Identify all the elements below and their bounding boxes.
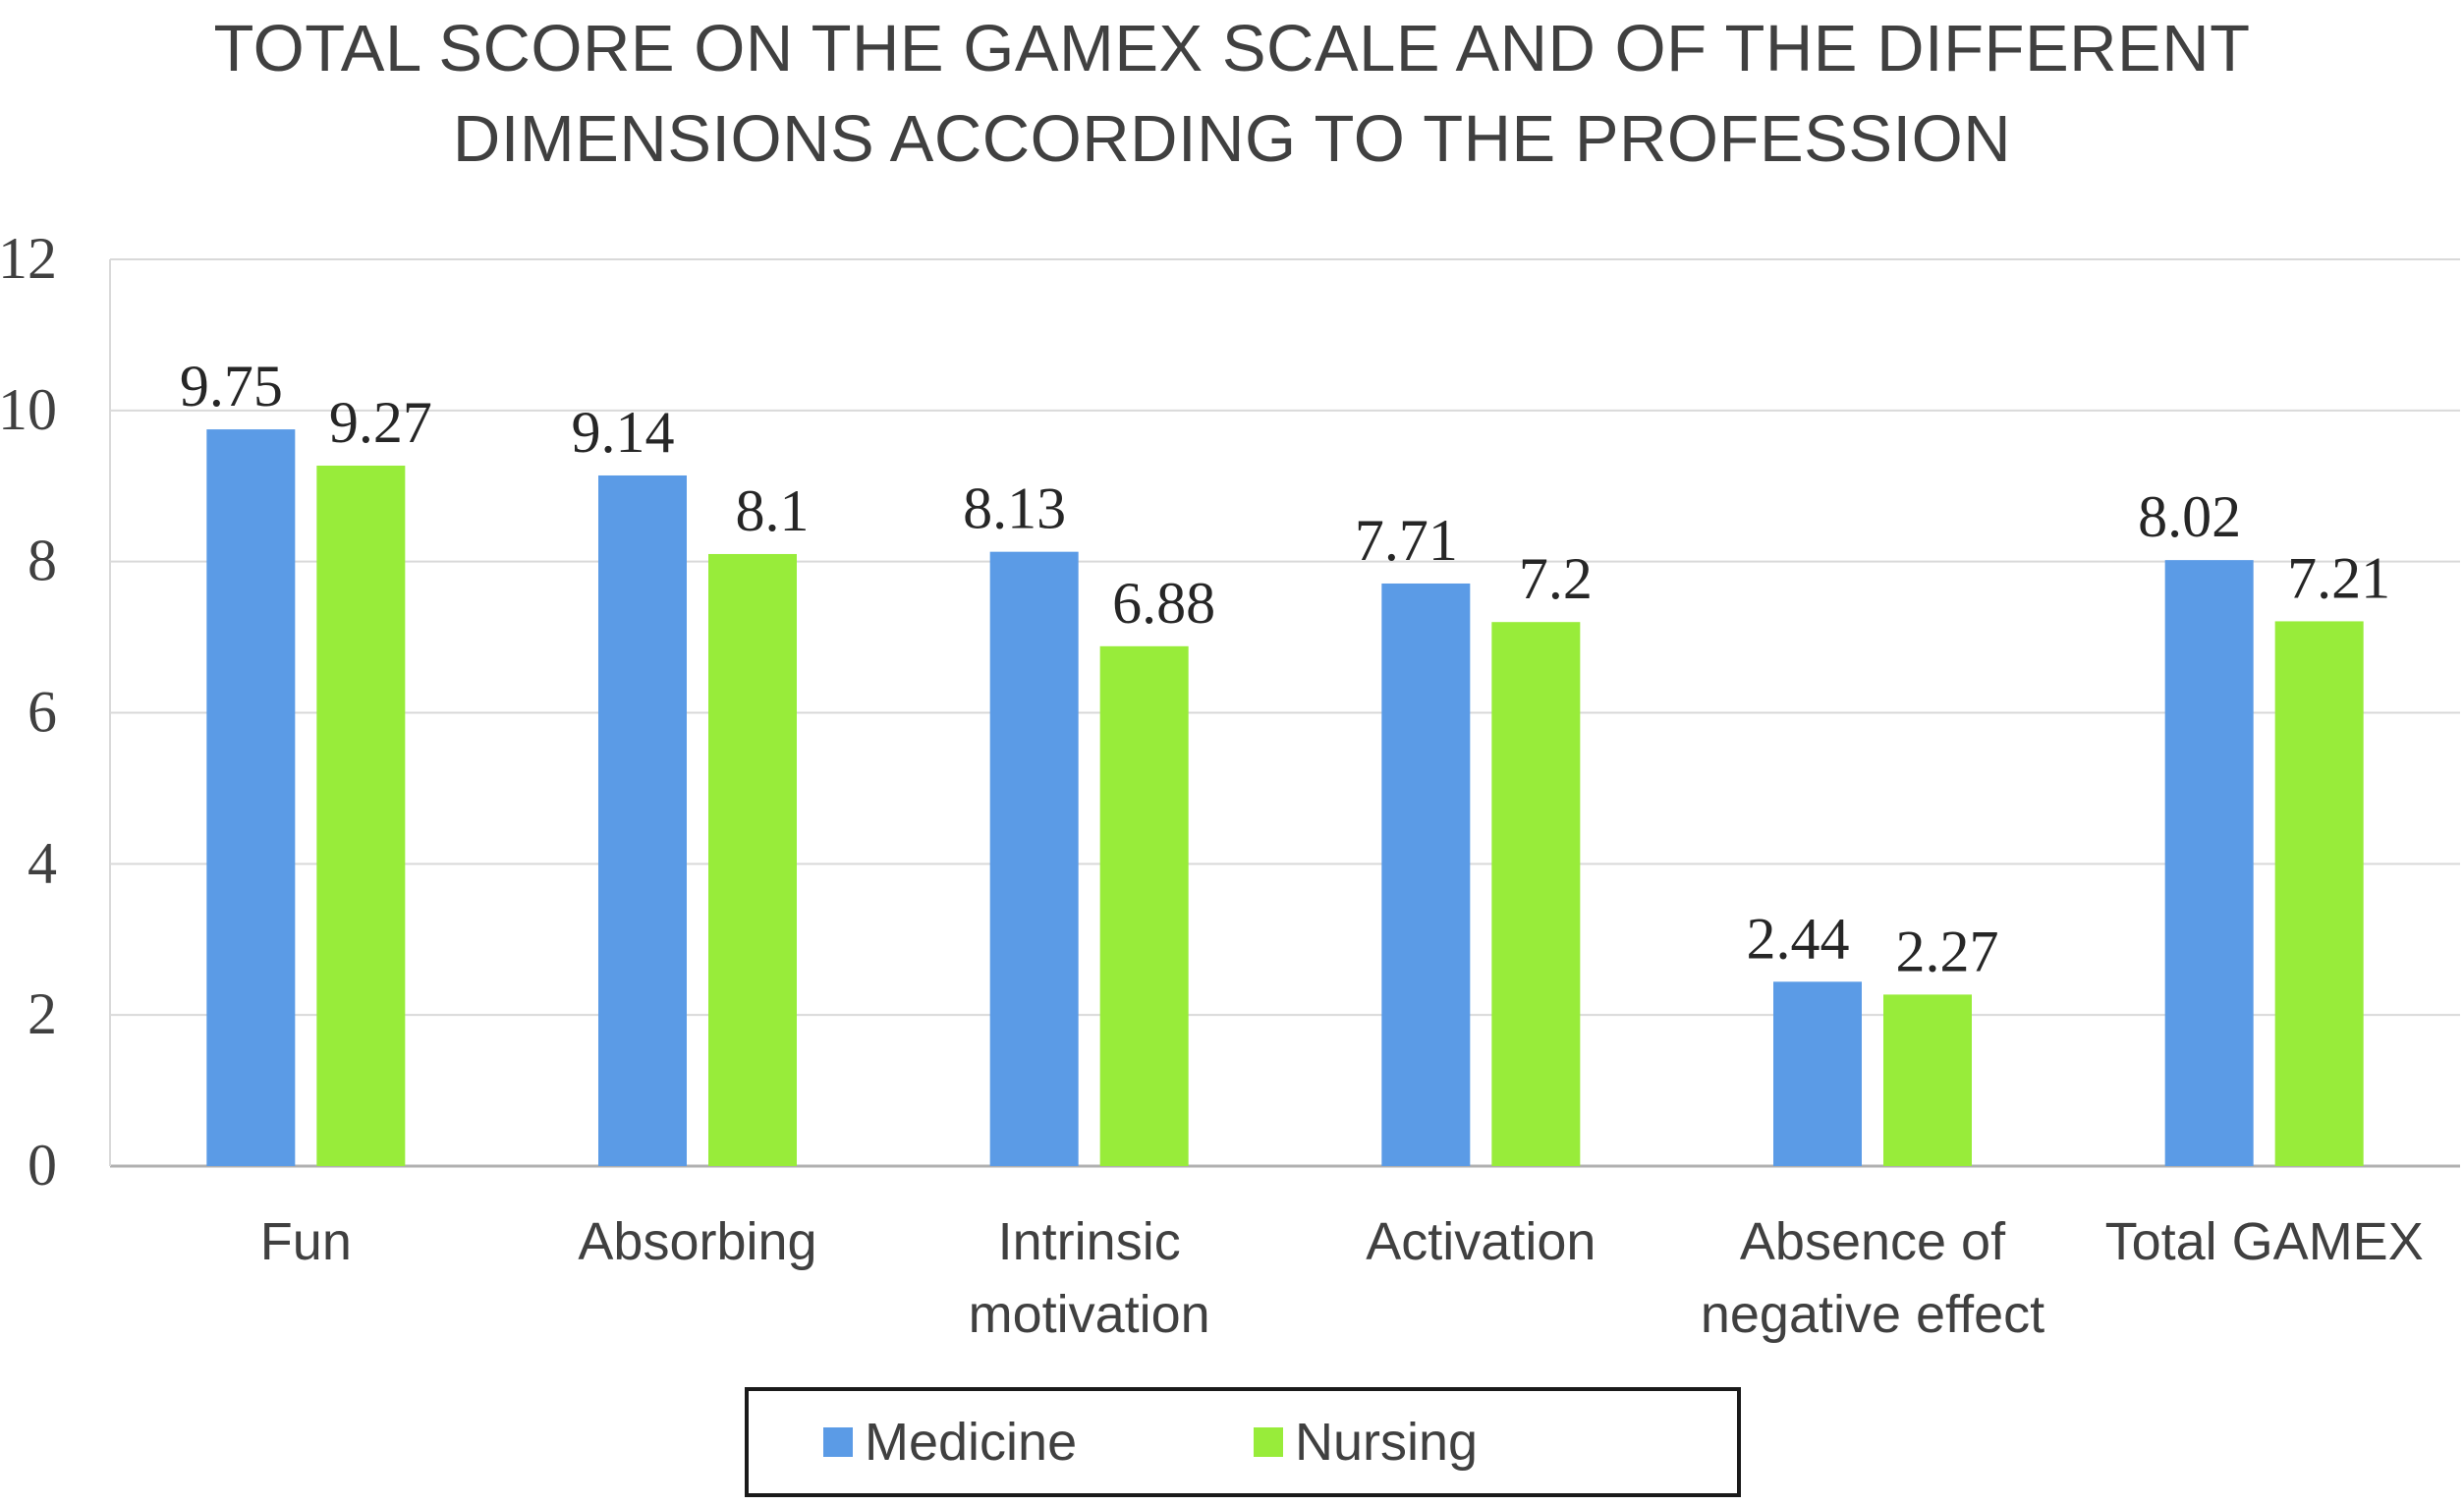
legend-label-nursing: Nursing <box>1295 1413 1479 1472</box>
chart-title-line-2: DIMENSIONS ACCORDING TO THE PROFESSION <box>452 102 2012 176</box>
y-tick-label: 4 <box>28 830 57 895</box>
y-tick-label: 0 <box>28 1133 57 1198</box>
data-label: 7.21 <box>2287 545 2390 610</box>
y-tick-label: 8 <box>28 529 57 593</box>
x-axis-ticks: Fun Absorbing Intrinsic motivation Activatio… <box>260 1212 2424 1344</box>
x-tick-label: Fun <box>260 1212 352 1271</box>
data-label: 8.1 <box>736 478 810 543</box>
legend-label-medicine: Medicine <box>865 1413 1078 1472</box>
bar-nursing-0 <box>316 465 406 1166</box>
bar-nursing-2 <box>1099 645 1189 1166</box>
y-tick-label: 6 <box>28 680 57 745</box>
legend-item-nursing: Nursing <box>1254 1391 1478 1493</box>
x-tick-label: motivation <box>969 1285 1210 1344</box>
bars <box>206 429 2364 1166</box>
y-tick-label: 2 <box>28 981 57 1046</box>
bar-medicine-1 <box>598 474 687 1166</box>
bar-medicine-2 <box>989 551 1079 1166</box>
x-tick-label: Total GAMEX <box>2105 1212 2424 1271</box>
bar-nursing-1 <box>708 553 797 1166</box>
bar-medicine-3 <box>1381 583 1471 1166</box>
chart-title: TOTAL SCORE ON THE GAMEX SCALE AND OF TH… <box>0 4 2464 185</box>
data-label: 9.75 <box>180 354 283 418</box>
bar-chart: 0 2 4 6 8 10 12 9.75 9.27 9.14 8.1 8.13 6.88 7.71 7.2… <box>0 226 2460 1344</box>
bar-medicine-4 <box>1773 981 1862 1166</box>
data-label: 7.71 <box>1355 508 1458 573</box>
x-tick-label: Intrinsic <box>998 1212 1181 1271</box>
data-label: 9.14 <box>572 400 675 465</box>
data-label: 6.88 <box>1112 571 1215 636</box>
data-label: 2.27 <box>1896 919 1999 983</box>
data-label: 7.2 <box>1519 546 1593 611</box>
chart-title-line-1: TOTAL SCORE ON THE GAMEX SCALE AND OF TH… <box>213 12 2251 85</box>
data-label: 2.44 <box>1747 906 1850 971</box>
data-labels: 9.75 9.27 9.14 8.1 8.13 6.88 7.71 7.2 2.44 2.27 8.… <box>180 354 2390 983</box>
legend: Medicine Nursing <box>745 1387 1741 1497</box>
legend-item-medicine: Medicine <box>823 1391 1077 1493</box>
legend-swatch-medicine <box>823 1427 853 1457</box>
bar-medicine-5 <box>2164 560 2254 1166</box>
data-label: 8.13 <box>963 476 1066 541</box>
y-tick-label: 12 <box>0 226 57 291</box>
x-tick-label: negative effect <box>1701 1285 2044 1344</box>
bar-nursing-5 <box>2274 621 2364 1166</box>
bar-nursing-4 <box>1883 994 1972 1166</box>
x-tick-label: Absorbing <box>578 1212 816 1271</box>
bar-nursing-3 <box>1491 622 1581 1166</box>
bar-medicine-0 <box>206 429 296 1166</box>
legend-swatch-nursing <box>1254 1427 1283 1457</box>
y-tick-label: 10 <box>0 377 57 442</box>
gridlines <box>109 258 2460 1168</box>
data-label: 8.02 <box>2138 484 2241 549</box>
x-tick-label: Activation <box>1366 1212 1596 1271</box>
data-label: 9.27 <box>329 390 432 455</box>
x-tick-label: Absence of <box>1740 1212 2006 1271</box>
y-axis-ticks: 0 2 4 6 8 10 12 <box>0 226 57 1198</box>
